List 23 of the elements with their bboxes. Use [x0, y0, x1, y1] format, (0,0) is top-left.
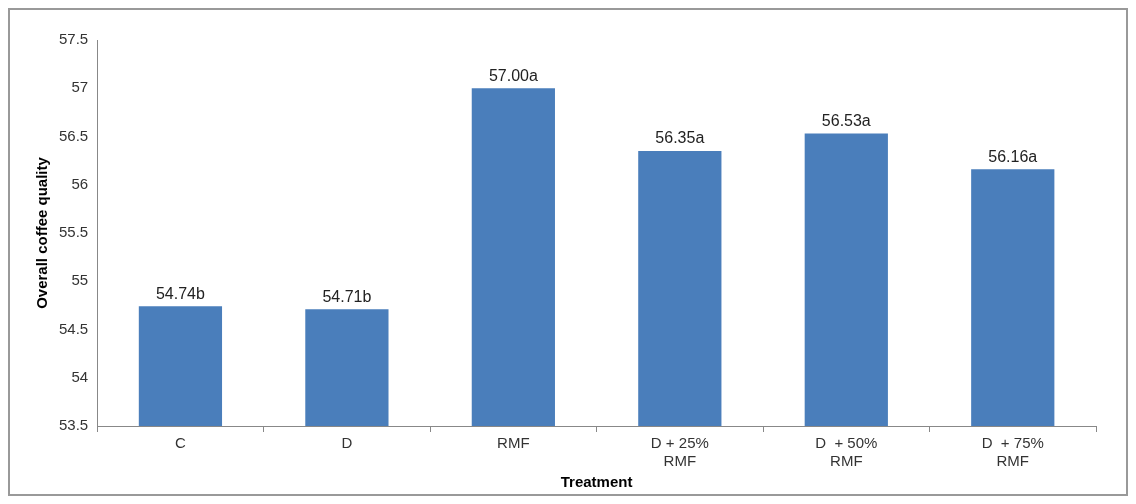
- y-tick-label: 54.5: [58, 319, 89, 337]
- x-axis-title: Treatment: [560, 473, 633, 491]
- y-tick-label: 55: [71, 271, 89, 289]
- y-axis-title: Overall coffee quality: [33, 156, 51, 309]
- y-tick-label: 57: [71, 78, 89, 96]
- data-label: 56.53a: [821, 112, 871, 130]
- y-tick-label: 56: [71, 174, 89, 192]
- x-tick-label: RMF: [497, 434, 530, 452]
- x-tick-label: D + 50% RMF: [815, 434, 878, 470]
- x-tick-label: C: [175, 434, 187, 452]
- data-label: 54.74b: [155, 284, 205, 302]
- data-label: 54.71b: [322, 287, 372, 305]
- x-tick-label: D + 25% RMF: [650, 434, 709, 470]
- data-label: 57.00a: [488, 66, 538, 84]
- x-tick-label: D: [341, 434, 353, 452]
- y-tick-label: 57.5: [58, 30, 89, 48]
- y-tick-label: 54: [71, 367, 89, 385]
- y-tick-label: 55.5: [58, 223, 89, 241]
- y-tick-label: 56.5: [58, 126, 89, 144]
- data-label: 56.35a: [655, 129, 705, 147]
- y-tick-label: 53.5: [58, 416, 89, 434]
- data-label: 56.16a: [988, 147, 1038, 165]
- x-tick-label: D + 75% RMF: [981, 434, 1044, 470]
